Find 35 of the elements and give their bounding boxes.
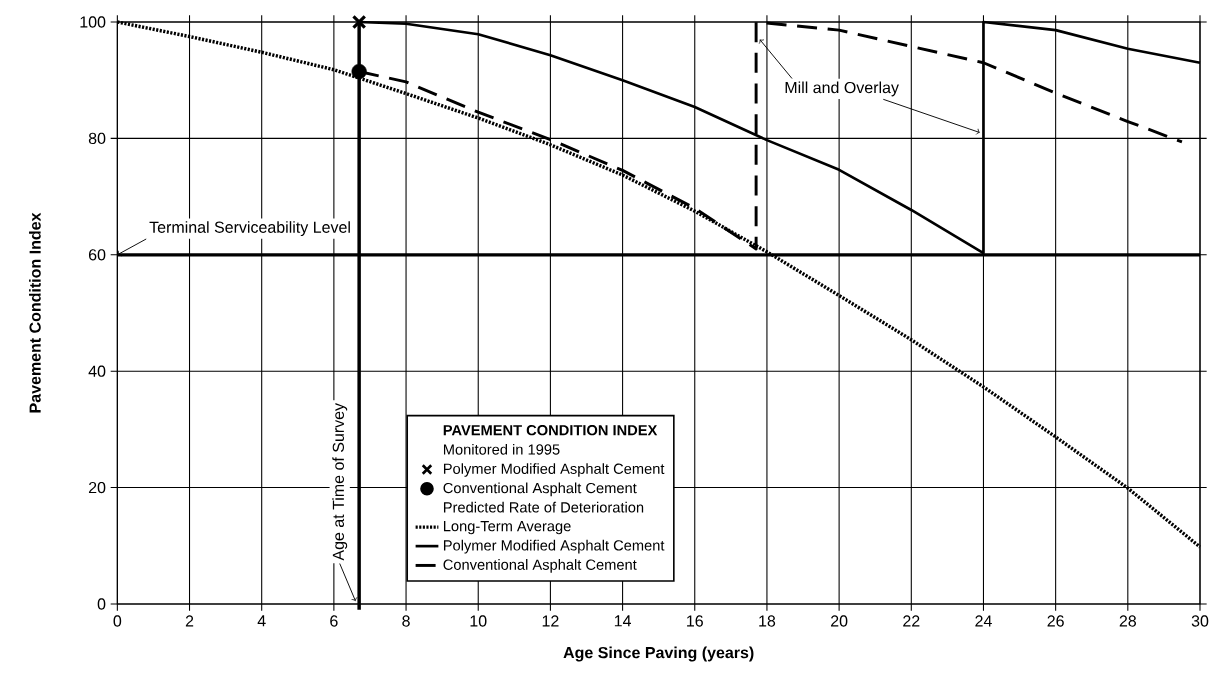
- y-axis-title: Pavement Condition Index: [29, 212, 41, 413]
- x-tick-label: 26: [1047, 615, 1064, 627]
- x-tick-label: 30: [1191, 615, 1209, 627]
- annotation: Mill and Overlay: [785, 81, 899, 97]
- x-tick-label: 22: [903, 615, 920, 627]
- x-tick-label: 28: [1119, 615, 1137, 627]
- x-tick-label: 14: [614, 615, 632, 627]
- y-tick-label: 20: [88, 481, 106, 494]
- legend-title: PAVEMENT CONDITION INDEX: [443, 425, 658, 436]
- y-tick-label: 100: [80, 16, 106, 28]
- x-tick-label: 18: [759, 615, 776, 627]
- legend-label: Conventional Asphalt Cement: [443, 559, 637, 573]
- y-tick-label: 80: [88, 132, 106, 145]
- x-tick-label: 20: [831, 615, 848, 627]
- x-axis-title: Age Since Paving (years): [563, 646, 754, 662]
- x-tick-label: 0: [113, 615, 122, 627]
- x-tick-label: 2: [185, 615, 194, 627]
- x-tick-label: 24: [975, 615, 992, 627]
- x-tick-label: 8: [402, 615, 410, 627]
- y-tick-label: 40: [88, 365, 106, 377]
- legend-label: Polymer Modified Asphalt Cement: [443, 463, 665, 477]
- x-tick-label: 4: [257, 615, 266, 627]
- y-tick-label: 60: [88, 249, 106, 261]
- ref-line-label: Terminal Serviceability Level: [149, 221, 350, 237]
- annotation: Monitored in 1995: [443, 443, 560, 455]
- x-tick-label: 12: [542, 615, 559, 627]
- x-tick-label: 10: [470, 615, 487, 627]
- ref-line-label: Age at Time of Survey: [332, 402, 348, 561]
- x-tick-label: 6: [330, 615, 338, 627]
- legend-label: Long-Term Average: [443, 521, 571, 535]
- annotation: Predicted Rate of Deterioration: [443, 501, 644, 513]
- x-tick-label: 16: [687, 615, 703, 627]
- legend-label: Polymer Modified Asphalt Cement: [443, 539, 665, 554]
- legend-label: Conventional Asphalt Cement: [443, 482, 637, 497]
- y-tick-label: 0: [97, 598, 106, 610]
